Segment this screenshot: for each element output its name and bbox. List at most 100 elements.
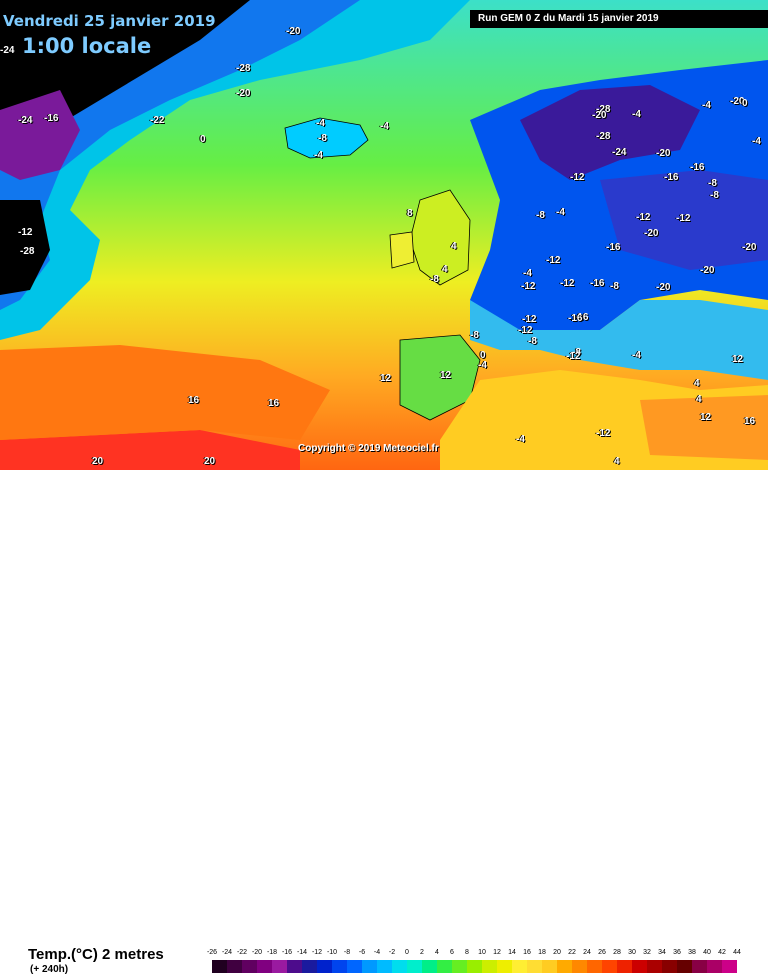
scale-swatch (662, 960, 677, 973)
scale-tick: 36 (673, 949, 681, 956)
scale-tick: -24 (221, 949, 233, 956)
scale-swatch (347, 960, 362, 973)
scale-tick: -18 (266, 949, 278, 956)
iceland (284, 117, 369, 159)
scale-swatch (407, 960, 422, 973)
scale-tick: 20 (553, 949, 561, 956)
scale-swatch (317, 960, 332, 973)
scale-swatch (377, 960, 392, 973)
temperature-value: -16 (574, 312, 589, 323)
scale-swatch (272, 960, 287, 973)
temperature-value: -28 (236, 63, 251, 74)
temperature-value: -4 (523, 268, 532, 279)
temperature-value: -12 (566, 351, 581, 362)
scale-tick: 14 (508, 949, 516, 956)
temperature-value: -16 (664, 172, 679, 183)
temperature-value: -8 (470, 330, 479, 341)
temperature-value: 16 (268, 398, 280, 409)
north-africa-warm (640, 395, 768, 460)
temperature-value: -20 (286, 26, 301, 37)
scale-swatch (602, 960, 617, 973)
scale-swatch (332, 960, 347, 973)
scale-tick: -6 (358, 949, 366, 956)
temperature-value: -4 (516, 434, 525, 445)
temperature-value: 16 (744, 416, 756, 427)
temperature-value: -16 (590, 278, 605, 289)
warm-band-south (0, 430, 300, 470)
temperature-value: 4 (696, 394, 702, 405)
forecast-date: Vendredi 25 janvier 2019 (3, 12, 216, 30)
scale-swatch (422, 960, 437, 973)
scale-tick: -2 (388, 949, 396, 956)
scale-swatch (707, 960, 722, 973)
temperature-value: -28 (596, 131, 611, 142)
temperature-value: -4 (316, 118, 325, 129)
scale-swatch (437, 960, 452, 973)
temperature-value: -8 (710, 190, 719, 201)
temperature-value: -20 (700, 265, 715, 276)
scale-swatch (692, 960, 707, 973)
scale-tick: -20 (251, 949, 263, 956)
scale-tick: -8 (343, 949, 351, 956)
temperature-value: 20 (92, 456, 104, 467)
scale-tick: 4 (435, 949, 439, 956)
forecast-hour: (+ 240h) (30, 964, 69, 975)
temperature-value: -12 (546, 255, 561, 266)
temperature-value: -8 (528, 336, 537, 347)
scale-swatch (257, 960, 272, 973)
temperature-value: -28 (596, 104, 611, 115)
temperature-value: -20 (656, 148, 671, 159)
temperature-value: -20 (644, 228, 659, 239)
temperature-value: -24 (612, 147, 627, 158)
scale-tick: -4 (373, 949, 381, 956)
temperature-value: 16 (188, 395, 200, 406)
temperature-value: -16 (606, 242, 621, 253)
temperature-value: -8 (430, 274, 439, 285)
ireland (389, 231, 415, 269)
scale-swatch (227, 960, 242, 973)
scale-swatch (212, 960, 227, 973)
temperature-value: 8 (407, 208, 413, 219)
scale-tick: 16 (523, 949, 531, 956)
temperature-value: 0 (200, 134, 206, 145)
temperature-value: 12 (700, 412, 712, 423)
scale-swatch (557, 960, 572, 973)
temperature-value: -16 (690, 162, 705, 173)
scale-swatch (677, 960, 692, 973)
scale-swatch (287, 960, 302, 973)
temperature-value: -4 (632, 350, 641, 361)
scale-tick: -14 (296, 949, 308, 956)
temperature-value: -4 (380, 121, 389, 132)
scale-swatch (482, 960, 497, 973)
scale-tick: -26 (206, 949, 218, 956)
temperature-value: 4 (442, 264, 448, 275)
temperature-value: -20 (592, 110, 607, 121)
scale-tick: 24 (583, 949, 591, 956)
canada-land (0, 200, 50, 295)
temperature-value: -12 (522, 314, 537, 325)
scale-tick: 0 (405, 949, 409, 956)
orange-band-south (0, 345, 330, 440)
temperature-value: -8 (318, 133, 327, 144)
scale-tick: 2 (420, 949, 424, 956)
model-run: Run GEM 0 Z du Mardi 15 janvier 2019 (470, 10, 768, 28)
temperature-value: -12 (596, 428, 611, 439)
temperature-value: -20 (656, 282, 671, 293)
temperature-value: -16 (44, 113, 59, 124)
russia-cold (600, 170, 768, 270)
temperature-value: -24 (18, 115, 33, 126)
scale-tick: 22 (568, 949, 576, 956)
temperature-value: -4 (556, 207, 565, 218)
temperature-value: 0 (742, 98, 748, 109)
scale-swatch (647, 960, 662, 973)
temperature-value: 4 (614, 456, 620, 467)
coldest-zone-west (0, 90, 80, 180)
scale-tick: -10 (326, 949, 338, 956)
scale-swatch (587, 960, 602, 973)
temperature-value: -24 (0, 45, 15, 56)
temperature-value: -4 (478, 360, 487, 371)
scale-swatch (722, 960, 737, 973)
scale-swatch (632, 960, 647, 973)
scale-tick: 34 (658, 949, 666, 956)
scale-tick: 32 (643, 949, 651, 956)
